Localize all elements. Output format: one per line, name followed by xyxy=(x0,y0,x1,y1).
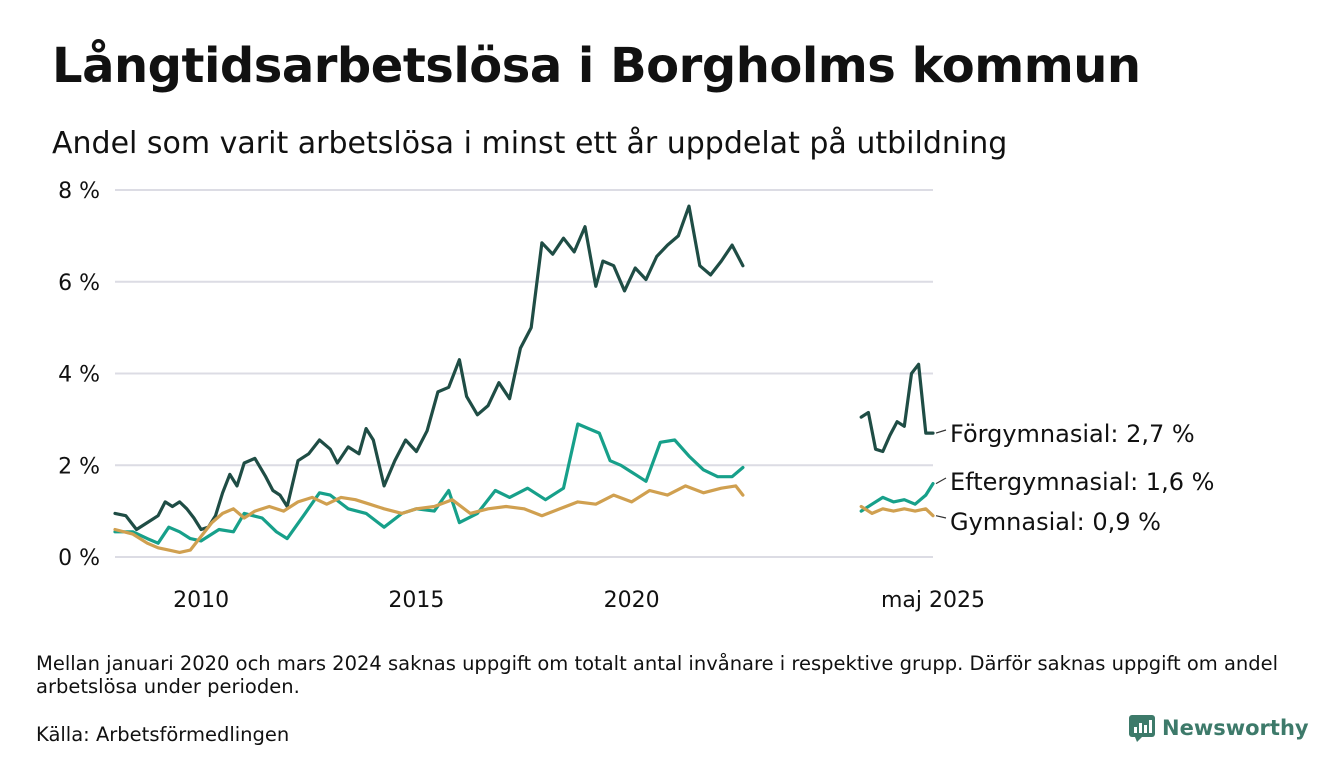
series-line-gymnasial xyxy=(859,504,935,518)
line-chart: 0 % 2 % 4 % 6 % 8 % 2010 2015 2020 maj 2025 För… xyxy=(58,179,1214,613)
series-line-förgymnasial xyxy=(859,362,935,454)
series-end-label: Eftergymnasial: 1,6 % xyxy=(950,468,1214,496)
x-tick-label: 2020 xyxy=(604,588,660,613)
label-leader-line xyxy=(935,477,947,485)
x-tick-label: 2015 xyxy=(388,588,444,613)
series-line-gymnasial xyxy=(113,484,745,554)
y-tick-label: 4 % xyxy=(58,363,100,388)
series-line-eftergymnasial xyxy=(859,482,935,513)
series-lines xyxy=(113,204,935,554)
y-tick-label: 0 % xyxy=(58,546,100,571)
chart-subtitle: Andel som varit arbetslösa i minst ett å… xyxy=(52,126,1008,161)
chart-title: Långtidsarbetslösa i Borgholms kommun xyxy=(52,38,1141,94)
brand-name: Newsworthy xyxy=(1162,716,1309,740)
y-tick-label: 8 % xyxy=(58,179,100,204)
y-tick-label: 6 % xyxy=(58,271,100,296)
x-axis: 2010 2015 2020 maj 2025 xyxy=(173,588,985,613)
bar-chart-icon xyxy=(1129,715,1155,742)
series-line-eftergymnasial xyxy=(113,422,745,545)
newsworthy-logo[interactable]: Newsworthy xyxy=(1128,714,1309,742)
y-tick-label: 2 % xyxy=(58,454,100,479)
footnote: Mellan januari 2020 och mars 2024 saknas… xyxy=(36,652,1279,698)
label-leader-line xyxy=(935,429,947,434)
series-end-label: Gymnasial: 0,9 % xyxy=(950,508,1161,536)
x-tick-label: maj 2025 xyxy=(881,588,985,613)
label-leader-line xyxy=(935,515,947,519)
series-end-label: Förgymnasial: 2,7 % xyxy=(950,420,1195,448)
y-axis: 0 % 2 % 4 % 6 % 8 % xyxy=(58,179,100,571)
x-tick-label: 2010 xyxy=(173,588,229,613)
source-text: Källa: Arbetsförmedlingen xyxy=(36,723,290,746)
series-line-förgymnasial xyxy=(113,204,745,532)
series-labels: Förgymnasial: 2,7 % Eftergymnasial: 1,6 %… xyxy=(935,420,1214,536)
gridlines xyxy=(115,189,933,558)
